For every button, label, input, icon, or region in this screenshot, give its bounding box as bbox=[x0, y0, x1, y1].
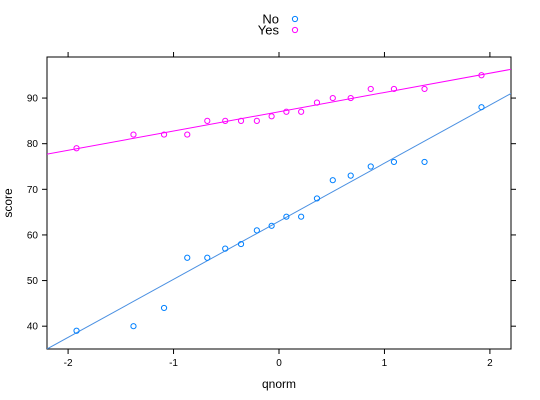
point-yes bbox=[204, 117, 211, 124]
plot-frame bbox=[46, 56, 512, 350]
point-no bbox=[313, 195, 321, 202]
point-no bbox=[184, 254, 191, 261]
y-tick-label: 70 bbox=[27, 185, 39, 196]
point-yes bbox=[130, 131, 137, 138]
point-yes bbox=[390, 85, 398, 93]
point-yes bbox=[253, 117, 260, 124]
legend-marker-yes bbox=[291, 26, 299, 34]
y-tick-label: 40 bbox=[27, 322, 39, 333]
point-no bbox=[421, 158, 428, 166]
x-axis-ticks: -2 -1 0 1 2 bbox=[64, 52, 493, 369]
y-tick-label: 80 bbox=[27, 139, 39, 150]
point-no bbox=[347, 172, 354, 179]
point-no bbox=[237, 240, 245, 248]
point-no bbox=[73, 327, 80, 334]
x-tick-label: -1 bbox=[169, 358, 178, 369]
point-yes bbox=[237, 117, 245, 124]
point-no bbox=[367, 163, 374, 170]
point-yes bbox=[222, 117, 229, 124]
x-tick-label: 1 bbox=[382, 358, 388, 369]
point-yes bbox=[329, 94, 336, 102]
point-no bbox=[283, 213, 290, 220]
y-tick-label: 90 bbox=[27, 94, 39, 105]
y-axis-title: score bbox=[1, 188, 15, 218]
point-no bbox=[329, 177, 336, 184]
point-no bbox=[390, 158, 398, 166]
point-yes bbox=[421, 85, 428, 93]
point-no bbox=[268, 222, 275, 229]
point-yes bbox=[268, 113, 275, 120]
y-axis-ticks: 40 50 60 70 80 90 bbox=[27, 94, 516, 333]
point-yes bbox=[184, 131, 191, 138]
point-no bbox=[478, 104, 485, 111]
point-yes bbox=[478, 72, 485, 79]
point-no bbox=[298, 213, 305, 220]
x-tick-label: -2 bbox=[64, 358, 73, 369]
point-no bbox=[222, 245, 229, 252]
y-tick-label: 60 bbox=[27, 230, 39, 241]
fit-line-no bbox=[47, 93, 511, 349]
legend-label-no: No bbox=[262, 12, 279, 27]
y-tick-label: 50 bbox=[27, 276, 39, 287]
point-no bbox=[160, 304, 168, 312]
x-tick-label: 2 bbox=[487, 358, 493, 369]
point-yes bbox=[73, 145, 80, 152]
legend: No Yes bbox=[258, 12, 299, 38]
point-no bbox=[204, 254, 211, 261]
fit-line-yes bbox=[47, 68, 511, 155]
point-yes bbox=[347, 94, 354, 102]
x-tick-label: 0 bbox=[276, 358, 282, 369]
legend-label-yes: Yes bbox=[258, 23, 280, 38]
point-no bbox=[130, 323, 137, 330]
point-yes bbox=[283, 108, 290, 115]
point-yes bbox=[160, 131, 168, 138]
x-axis-title: qnorm bbox=[262, 377, 296, 391]
point-yes bbox=[313, 99, 321, 106]
point-no bbox=[253, 227, 260, 234]
legend-marker-no bbox=[291, 15, 299, 23]
point-yes bbox=[367, 85, 374, 93]
plot-area bbox=[47, 68, 511, 349]
point-yes bbox=[298, 108, 305, 115]
